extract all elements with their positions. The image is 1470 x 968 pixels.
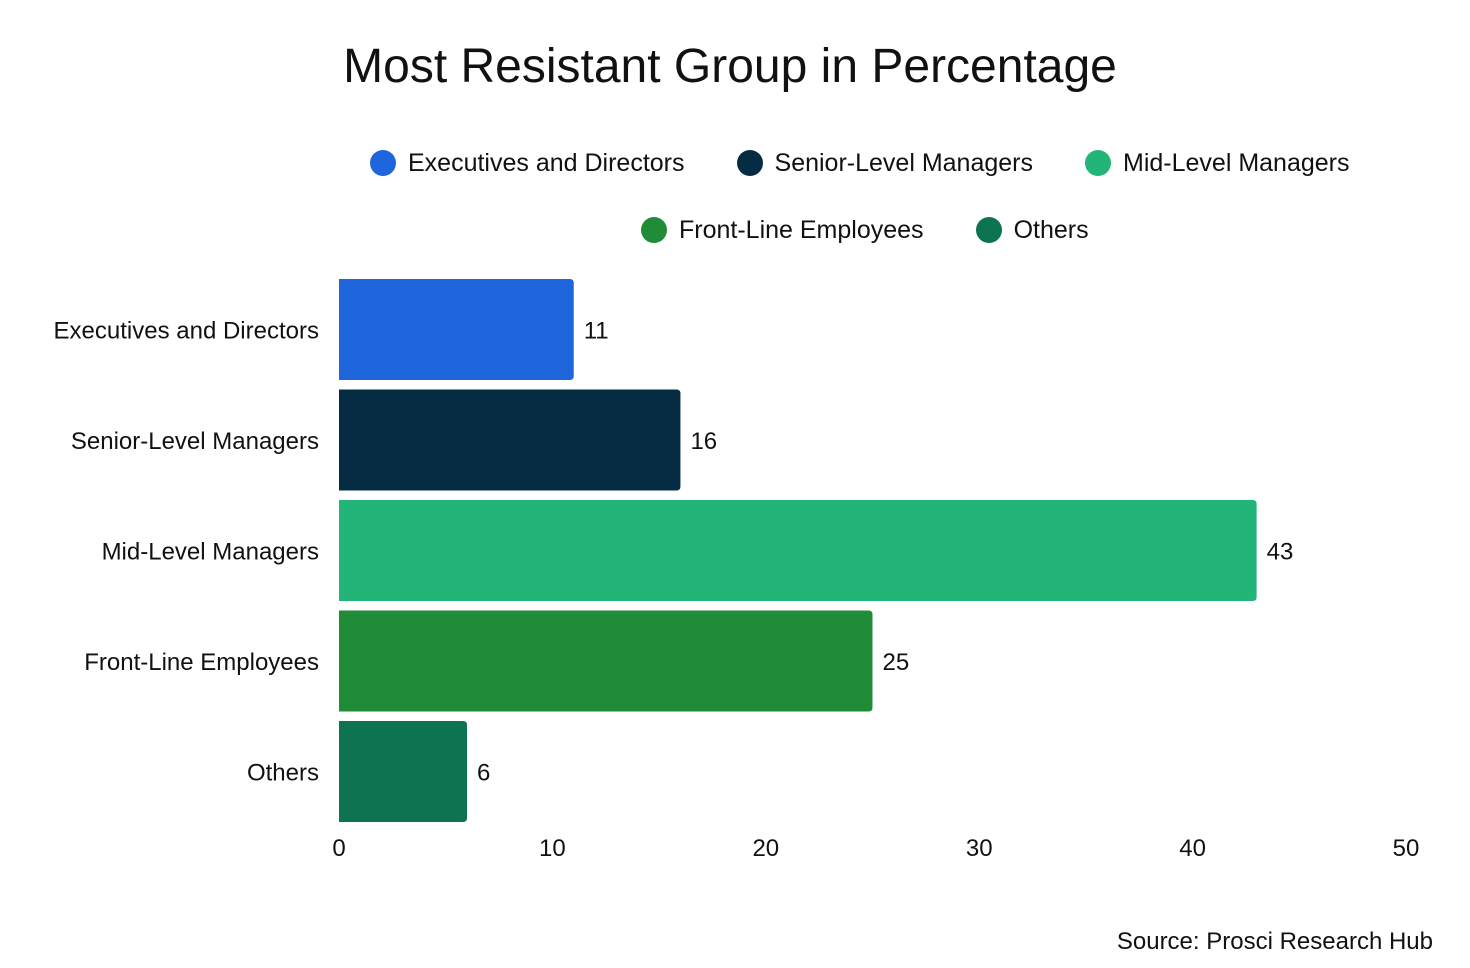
legend-swatch-mid	[1085, 150, 1111, 176]
legend-swatch-others	[975, 217, 1002, 243]
bar-executives-and-directors	[339, 279, 574, 380]
bar-senior-level-managers	[339, 389, 681, 491]
legend-label-executives: Executives and Directors	[408, 148, 685, 177]
legend-item-others: Others	[975, 215, 1089, 245]
x-tick-label-20: 20	[752, 835, 779, 862]
legend-label-frontline: Front-Line Employees	[679, 215, 924, 244]
legend-item-executives: Executives and Directors	[370, 149, 685, 178]
data-label-executives-and-directors: 11	[584, 318, 609, 345]
bar-mid-level-managers	[339, 500, 1257, 601]
source-note: Source: Prosci Research Hub	[1116, 928, 1433, 955]
category-label-others: Others	[247, 760, 319, 787]
legend-swatch-frontline	[641, 217, 667, 243]
category-label-senior-level-managers: Senior-Level Managers	[71, 428, 319, 455]
bar-front-line-employees	[339, 610, 873, 712]
x-tick-label-10: 10	[539, 835, 566, 862]
legend-swatch-senior	[736, 150, 763, 176]
category-label-mid-level-managers: Mid-Level Managers	[102, 539, 319, 566]
chart-title: Most Resistant Group in Percentage	[343, 40, 1117, 93]
legend-row-1: Executives and Directors Senior-Level Ma…	[370, 145, 1350, 181]
data-label-mid-level-managers: 43	[1267, 539, 1294, 566]
data-label-others: 6	[477, 760, 490, 787]
data-label-senior-level-managers: 16	[690, 428, 717, 455]
x-tick-label-40: 40	[1179, 835, 1206, 862]
x-tick-label-30: 30	[966, 835, 993, 862]
data-label-front-line-employees: 25	[883, 649, 910, 676]
legend-item-mid: Mid-Level Managers	[1085, 149, 1350, 178]
legend-label-others: Others	[1013, 215, 1089, 244]
legend-item-senior: Senior-Level Managers	[736, 148, 1033, 178]
legend-label-mid: Mid-Level Managers	[1123, 148, 1350, 177]
category-label-front-line-employees: Front-Line Employees	[84, 649, 319, 676]
category-label-executives-and-directors: Executives and Directors	[54, 318, 319, 345]
x-tick-label-0: 0	[332, 835, 345, 862]
legend-row-2: Front-Line Employees Others	[641, 212, 1089, 248]
legend-item-frontline: Front-Line Employees	[641, 216, 924, 245]
legend-swatch-executives	[370, 150, 396, 176]
x-tick-label-50: 50	[1393, 835, 1420, 862]
bar-others	[339, 721, 468, 822]
legend-label-senior: Senior-Level Managers	[774, 148, 1033, 177]
